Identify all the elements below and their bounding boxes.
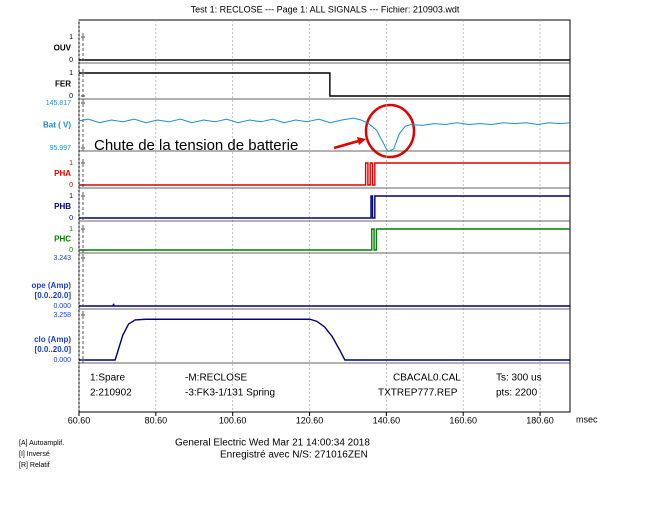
x-tick-label: 100.60 <box>219 415 247 425</box>
x-axis-label: msec <box>576 414 598 424</box>
channel-name: OUV <box>54 44 72 53</box>
annotation: Chute de la tension de batterie <box>94 137 298 154</box>
info-text: TXTREP777.REP <box>378 388 458 399</box>
channel-name: Bat ( V) <box>43 121 71 130</box>
x-tick-label: 180.60 <box>526 415 554 425</box>
y-tick-label: 0 <box>69 57 73 64</box>
info-text: -3:FK3-1/131 Spring <box>185 388 275 399</box>
channel-name: PHB <box>54 202 71 211</box>
chart-title: Test 1: RECLOSE --- Page 1: ALL SIGNALS … <box>191 4 460 14</box>
y-tick-label: 0 <box>69 215 73 222</box>
y-tick-label: 0 <box>69 93 73 100</box>
y-tick-label: 0.000 <box>53 303 71 310</box>
channel-range: [0.0..20.0] <box>35 345 72 354</box>
annotation-arrow <box>333 138 363 150</box>
signal-trace <box>78 117 571 153</box>
legend-key: [R] Relatif <box>19 462 50 469</box>
x-tick-label: 80.60 <box>145 415 168 425</box>
signal-trace <box>79 228 570 251</box>
y-tick-label: 95.997 <box>50 145 72 152</box>
y-tick-label: 1 <box>69 226 73 233</box>
info-text: CBACAL0.CAL <box>393 373 461 384</box>
channel-name: clo (Amp) <box>34 335 71 344</box>
x-tick-label: 140.60 <box>373 415 401 425</box>
signal-trace <box>79 318 570 361</box>
footer-line: General Electric Wed Mar 21 14:00:34 201… <box>175 438 370 449</box>
signal-trace <box>79 195 570 219</box>
y-tick-label: 0.000 <box>53 357 71 364</box>
channel-range: [0.0..20.0] <box>35 291 72 300</box>
y-tick-label: 1 <box>69 70 73 77</box>
legend-key: [A] Autoamplif. <box>19 440 64 447</box>
y-tick-label: 3.243 <box>53 255 71 262</box>
annotation-circle <box>364 103 416 159</box>
info-text: 1:Spare <box>90 373 125 384</box>
signal-trace <box>79 72 570 97</box>
y-tick-label: 0 <box>69 182 73 189</box>
channel-name: PHC <box>54 235 71 244</box>
plot-frame <box>78 19 571 413</box>
channel-name: PHA <box>54 169 71 178</box>
info-text: Ts: 300 us <box>496 373 542 384</box>
info-text: -M:RECLOSE <box>185 373 248 384</box>
info-text: pts: 2200 <box>496 388 538 399</box>
channel-name: ope (Amp) <box>31 281 71 290</box>
y-tick-label: 1 <box>69 34 73 41</box>
y-tick-label: 0 <box>69 247 73 254</box>
x-tick-label: 160.60 <box>449 415 477 425</box>
info-box <box>83 366 566 408</box>
y-tick-label: 3.258 <box>53 312 71 319</box>
signal-trace <box>79 303 570 307</box>
annotation-arrowhead <box>357 137 366 145</box>
channel-name: FER <box>55 80 71 89</box>
y-tick-label: 1 <box>69 160 73 167</box>
signal-trace <box>79 162 570 186</box>
x-tick-label: 120.60 <box>296 415 324 425</box>
y-tick-label: 1 <box>69 193 73 200</box>
y-tick-label: 145.817 <box>46 100 71 107</box>
x-tick-label: 60.60 <box>68 415 91 425</box>
info-text: 2:210902 <box>90 388 132 399</box>
footer-line: Enregistré avec N/S: 271016ZEN <box>220 450 368 461</box>
legend-key: [I] Inversé <box>19 451 50 458</box>
